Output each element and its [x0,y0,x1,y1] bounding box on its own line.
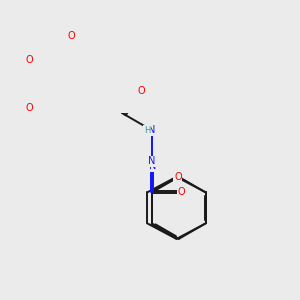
Text: N: N [148,125,156,135]
Text: O: O [178,188,185,197]
Text: O: O [26,55,33,65]
Text: O: O [68,31,75,40]
Text: H: H [148,158,154,167]
Text: N: N [148,156,156,166]
Text: N: N [149,161,156,171]
Text: H: H [144,126,150,135]
Text: O: O [174,172,182,182]
Text: O: O [26,103,33,113]
Text: O: O [138,86,145,96]
